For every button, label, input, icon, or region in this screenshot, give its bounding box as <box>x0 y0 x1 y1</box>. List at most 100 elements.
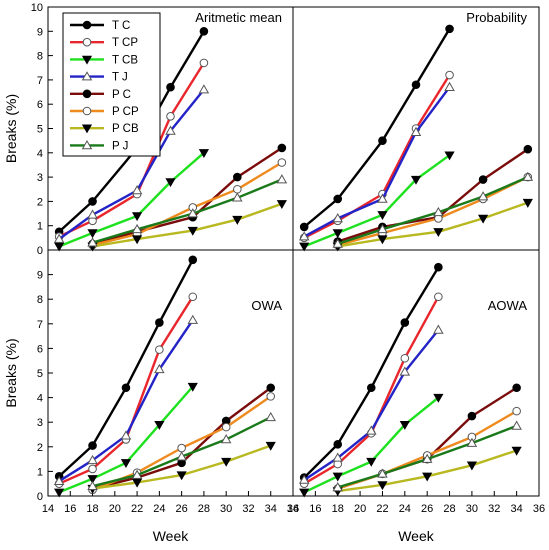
data-point <box>276 200 287 210</box>
data-point <box>467 411 477 421</box>
data-point <box>87 480 98 490</box>
data-point <box>511 446 522 456</box>
x-tick-label: 36 <box>287 503 299 515</box>
x-tick-label: 20 <box>354 503 366 515</box>
data-point <box>233 184 242 194</box>
y-tick-label: 9 <box>37 26 43 38</box>
panel-frame <box>47 249 294 497</box>
data-point <box>366 457 377 467</box>
legend-entry-t-c: T C <box>70 20 130 32</box>
panel-aritmetic-mean: 0 1 2 3 4 5 6 7 8 9 10 Aritmetic mean Breaks (%) <box>3 2 294 257</box>
panel-title: OWA <box>251 298 282 313</box>
data-point <box>166 82 175 92</box>
legend-entry-t-j: T J <box>70 71 128 84</box>
series-t-j <box>298 81 455 241</box>
legend-label: P J <box>112 140 128 152</box>
data-point <box>132 235 143 245</box>
legend-label: T J <box>112 72 128 84</box>
data-point <box>512 406 521 416</box>
series-line <box>303 74 451 239</box>
data-point <box>221 422 231 432</box>
data-point <box>265 411 276 422</box>
data-point <box>377 468 388 478</box>
data-point <box>433 393 444 403</box>
data-point <box>411 80 421 90</box>
x-tick-label: 16 <box>309 503 321 515</box>
data-point <box>445 24 454 34</box>
x-tick-label: 30 <box>220 503 232 515</box>
legend-label: T CP <box>112 37 138 49</box>
y-tick-label: 3 <box>37 417 43 429</box>
series-line <box>303 266 440 479</box>
data-point <box>88 197 97 206</box>
series-t-cb <box>299 393 444 498</box>
data-point <box>399 366 411 376</box>
data-point <box>165 178 176 188</box>
data-point <box>53 233 65 243</box>
y-tick-label: 2 <box>37 196 43 208</box>
legend-label: P CP <box>112 106 139 118</box>
data-point <box>87 454 98 465</box>
series-line <box>337 201 529 248</box>
y-tick-label: 0 <box>37 245 43 257</box>
y-axis-label: Breaks (%) <box>3 338 19 407</box>
x-tick-label: 14 <box>287 503 299 515</box>
panel-title: Probability <box>466 10 527 25</box>
data-point <box>53 475 65 486</box>
series-t-c <box>299 24 454 232</box>
series-p-cb <box>87 441 276 494</box>
series-p-j <box>87 411 276 490</box>
data-point <box>87 475 98 484</box>
series-line <box>337 175 529 246</box>
x-tick-label: 22 <box>131 503 143 515</box>
x-tick-label: 14 <box>42 503 54 515</box>
legend-label: T CB <box>112 54 138 66</box>
y-tick-label: 3 <box>37 172 43 184</box>
legend-label: T C <box>112 20 130 32</box>
series-t-cb <box>54 382 198 498</box>
data-point <box>131 185 143 195</box>
y-tick-label: 4 <box>37 393 43 405</box>
x-tick-label: 16 <box>64 503 76 515</box>
y-tick-label: 0 <box>37 491 43 503</box>
data-point <box>466 461 477 471</box>
data-point <box>177 443 186 453</box>
data-point <box>377 481 388 491</box>
legend-marker <box>81 124 93 134</box>
data-point <box>299 488 310 498</box>
y-tick-label: 8 <box>37 51 43 63</box>
data-point <box>332 472 343 482</box>
y-tick-label: 8 <box>37 294 43 306</box>
panel-probability: Probability <box>292 6 540 252</box>
series-p-j <box>87 174 288 247</box>
data-point <box>332 229 343 239</box>
data-point <box>377 235 388 245</box>
legend-label: P CB <box>112 123 139 135</box>
data-point <box>266 392 276 401</box>
data-point <box>400 318 410 327</box>
data-point <box>466 437 478 447</box>
data-point <box>176 471 187 481</box>
series-t-j <box>298 324 444 484</box>
legend: T C T CP T CB T J P C P CP P CB P J <box>62 12 161 157</box>
data-point <box>377 223 388 234</box>
data-point <box>232 215 243 225</box>
y-tick-label: 1 <box>37 466 43 478</box>
data-point <box>277 158 287 167</box>
data-point <box>421 453 433 463</box>
data-point <box>265 441 276 451</box>
data-point <box>333 440 343 449</box>
x-axis-label: Week <box>153 528 190 544</box>
series-t-j <box>53 84 210 243</box>
legend-marker <box>82 106 92 116</box>
data-point <box>433 228 444 237</box>
x-tick-label: 34 <box>511 503 523 515</box>
legend-entry-p-c: P C <box>70 89 131 101</box>
data-point <box>266 383 276 393</box>
data-point <box>522 171 534 181</box>
data-point <box>433 206 444 217</box>
data-point <box>422 472 433 482</box>
y-tick-label: 5 <box>37 124 43 136</box>
y-tick-label: 10 <box>31 2 43 14</box>
x-tick-label: 18 <box>86 503 98 515</box>
